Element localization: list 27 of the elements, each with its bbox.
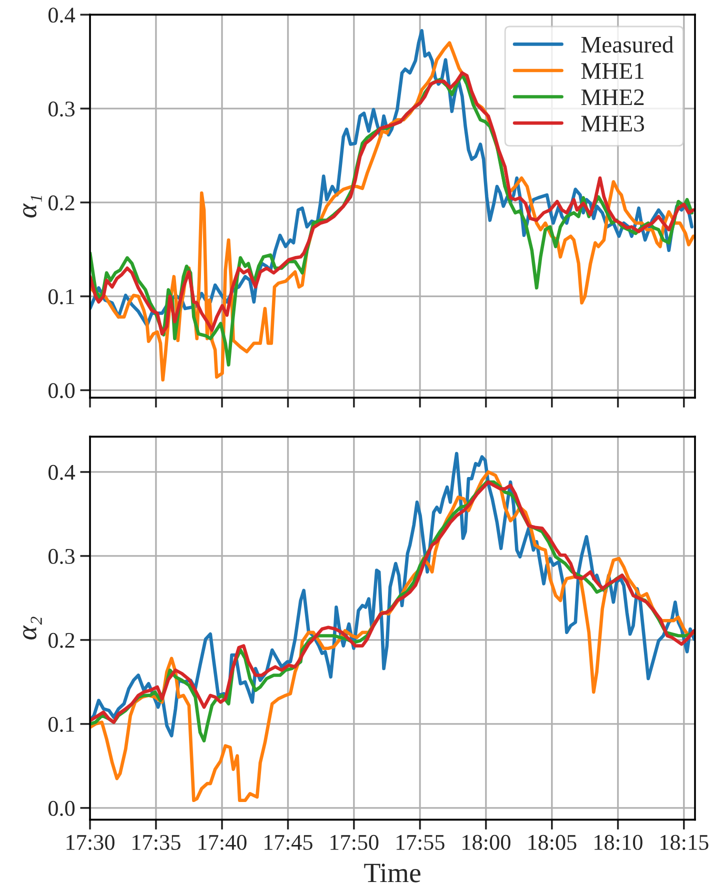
y-tick-label: 0.2 (48, 632, 74, 648)
legend-label: MHE3 (581, 116, 644, 132)
x-tick-label: 17:45 (264, 835, 312, 850)
y-tick-label: 0.4 (48, 8, 76, 23)
y-tick-label: 0.3 (48, 102, 75, 117)
x-tick-label: 18:15 (660, 834, 708, 850)
x-tick-label: 17:50 (330, 834, 378, 850)
x-tick-label: 17:55 (396, 835, 444, 850)
legend-label: Measured (581, 36, 674, 53)
y-tick-label: 0.4 (48, 464, 76, 480)
y-tick-label: 0.0 (48, 383, 75, 398)
y-axis-title: α₁ (23, 196, 42, 218)
y-axis-title: α₂ (23, 616, 42, 640)
x-tick-label: 18:05 (528, 834, 576, 850)
x-axis-title: Time (364, 864, 420, 882)
x-tick-label: 17:30 (66, 834, 114, 850)
x-tick-label: 17:35 (132, 834, 180, 850)
y-tick-label: 0.1 (48, 289, 74, 304)
legend-label: MHE2 (581, 89, 644, 106)
y-tick-label: 0.3 (48, 548, 75, 564)
y-tick-label: 0.1 (48, 716, 74, 732)
x-tick-label: 18:10 (594, 834, 642, 850)
y-tick-label: 0.2 (48, 195, 74, 210)
x-tick-label: 18:00 (462, 834, 510, 850)
x-tick-label: 17:40 (198, 834, 246, 850)
y-tick-label: 0.0 (48, 800, 75, 816)
legend-label: MHE1 (581, 63, 644, 79)
